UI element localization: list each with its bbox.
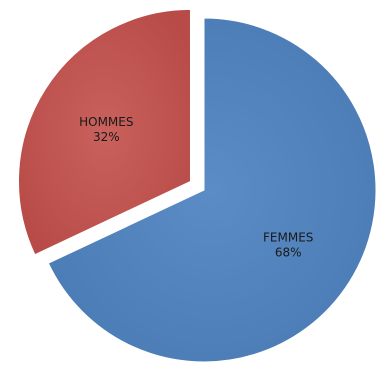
slice-label-hommes: HOMMES 32%	[79, 115, 133, 144]
slice-category: HOMMES	[79, 115, 133, 129]
slice-percentage: 68%	[275, 246, 302, 260]
slice-category: FEMMES	[263, 231, 313, 245]
slice-percentage: 32%	[93, 130, 120, 144]
pie-labels: FEMMES 68% HOMMES 32%	[79, 115, 313, 260]
pie-slice-femmes	[47, 17, 377, 363]
pie-slice-hommes	[17, 8, 191, 256]
pie-slices	[17, 8, 377, 363]
slice-label-femmes: FEMMES 68%	[263, 231, 313, 260]
